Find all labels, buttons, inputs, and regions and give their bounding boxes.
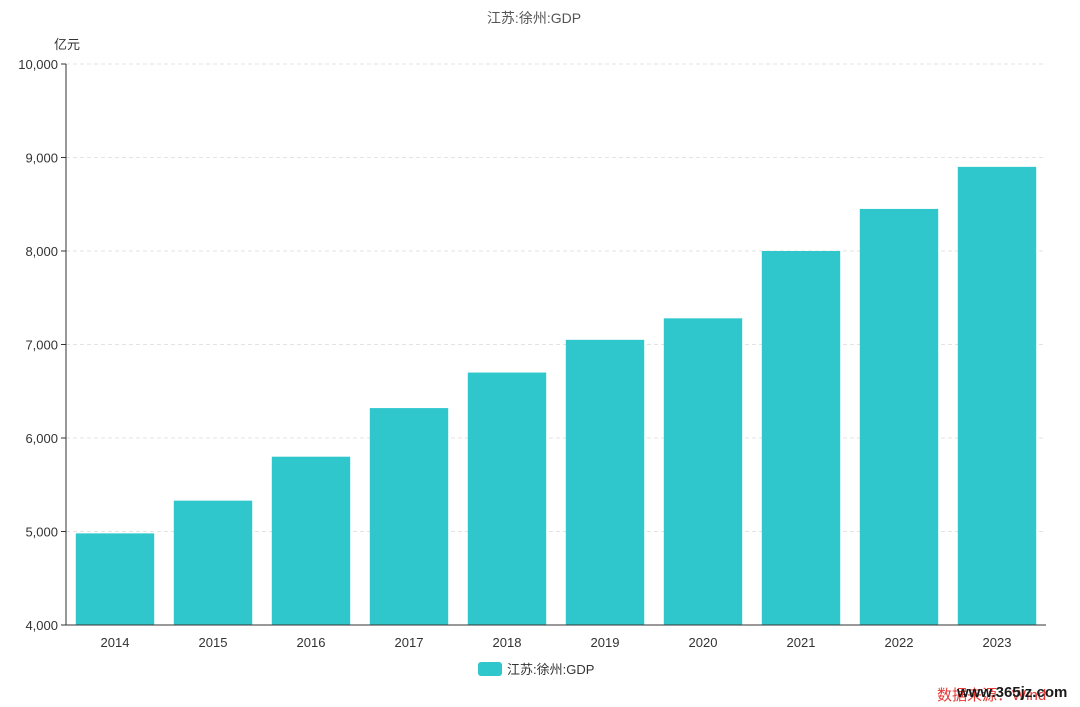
chart-title: 江苏:徐州:GDP xyxy=(487,10,581,26)
x-tick-label: 2019 xyxy=(591,635,620,650)
y-tick-label: 4,000 xyxy=(25,618,58,633)
bar-2019[interactable] xyxy=(565,339,645,625)
bar-2014[interactable] xyxy=(75,533,155,625)
x-tick-label: 2016 xyxy=(297,635,326,650)
x-tick-label: 2020 xyxy=(689,635,718,650)
x-tick-label: 2022 xyxy=(885,635,914,650)
legend-label[interactable]: 江苏:徐州:GDP xyxy=(507,662,594,677)
y-tick-label: 8,000 xyxy=(25,244,58,259)
x-tick-label: 2014 xyxy=(101,635,130,650)
bar-2023[interactable] xyxy=(957,166,1037,625)
x-tick-label: 2015 xyxy=(199,635,228,650)
y-tick-label: 5,000 xyxy=(25,525,58,540)
y-tick-label: 10,000 xyxy=(18,57,58,72)
bar-2015[interactable] xyxy=(173,500,253,625)
watermark-source: 数据来源：Wind xyxy=(937,687,1046,704)
watermark: 数据来源：Wind www.365jz.com xyxy=(937,684,1067,704)
y-tick-label: 9,000 xyxy=(25,151,58,166)
y-tick-label: 6,000 xyxy=(25,431,58,446)
y-tick-label: 7,000 xyxy=(25,338,58,353)
x-tick-label: 2017 xyxy=(395,635,424,650)
x-tick-label: 2021 xyxy=(787,635,816,650)
bar-2022[interactable] xyxy=(859,208,939,626)
y-axis-unit: 亿元 xyxy=(54,37,80,52)
grid-lines xyxy=(66,63,1046,532)
bar-2016[interactable] xyxy=(271,456,351,625)
y-axis-ticks: 4,000 5,000 6,000 7,000 8,000 9,000 10,000 xyxy=(18,57,66,633)
watermark-site: www.365jz.com xyxy=(956,684,1067,701)
bar-2020[interactable] xyxy=(663,318,743,625)
x-tick-label: 2018 xyxy=(493,635,522,650)
legend[interactable]: 江苏:徐州:GDP xyxy=(478,662,594,677)
bar-2021[interactable] xyxy=(761,251,841,625)
x-tick-label: 2023 xyxy=(983,635,1012,650)
bar-2018[interactable] xyxy=(467,372,547,625)
x-axis-ticks: 2014 2015 2016 2017 2018 2019 2020 2021 2022 2023 xyxy=(101,635,1012,650)
bar-2017[interactable] xyxy=(369,408,449,625)
legend-swatch[interactable] xyxy=(478,662,502,676)
bar-series xyxy=(75,166,1037,626)
